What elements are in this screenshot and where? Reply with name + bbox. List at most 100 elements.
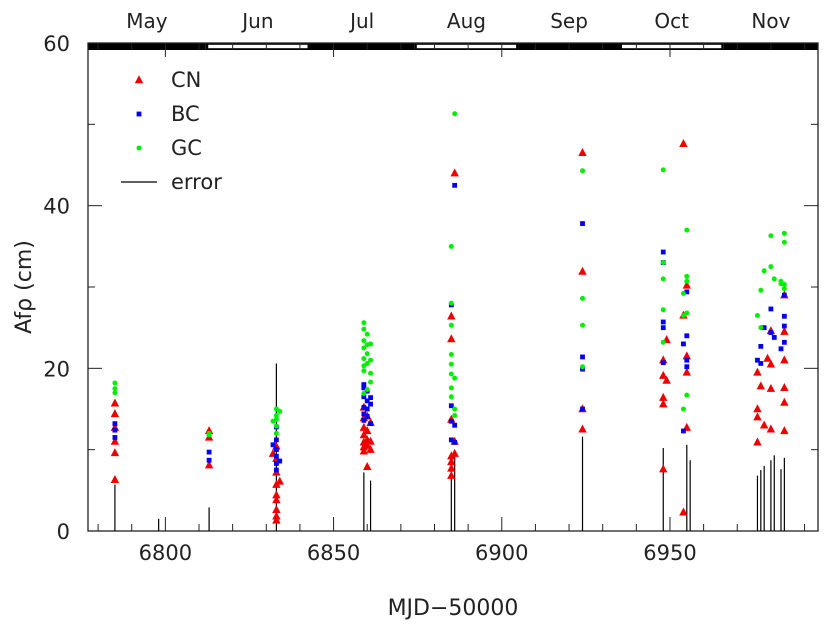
bc-marker bbox=[755, 357, 760, 363]
gc-marker bbox=[448, 394, 454, 400]
month-label: Jul bbox=[348, 9, 374, 33]
bc-marker bbox=[448, 418, 454, 424]
gc-marker bbox=[580, 364, 586, 370]
gc-marker bbox=[660, 260, 666, 266]
cn-marker bbox=[275, 476, 284, 485]
bc-marker bbox=[368, 401, 373, 407]
cn-marker bbox=[359, 446, 369, 455]
gc-marker bbox=[448, 371, 454, 377]
gc-marker bbox=[771, 276, 777, 282]
cn-marker bbox=[359, 430, 369, 439]
cn-marker bbox=[578, 266, 587, 275]
month-bar-light bbox=[208, 44, 308, 49]
bc-marker bbox=[768, 306, 774, 312]
gc-marker bbox=[768, 233, 774, 239]
bc-marker bbox=[781, 339, 787, 345]
gc-marker bbox=[368, 357, 374, 363]
bc-marker bbox=[273, 453, 279, 459]
bc-marker bbox=[660, 249, 666, 255]
cn-marker bbox=[110, 398, 120, 407]
gc-marker bbox=[364, 386, 370, 392]
gc-marker bbox=[580, 295, 586, 301]
cn-marker bbox=[578, 424, 587, 433]
bc-marker bbox=[580, 406, 585, 412]
cn-marker bbox=[366, 444, 375, 453]
bc-marker bbox=[768, 330, 774, 335]
bc-marker bbox=[361, 394, 367, 400]
cn-marker bbox=[682, 280, 692, 289]
bc-marker bbox=[580, 221, 585, 226]
cn-marker bbox=[447, 311, 456, 320]
cn-marker bbox=[780, 355, 789, 364]
cn-marker bbox=[659, 392, 668, 401]
bc-marker bbox=[361, 385, 367, 391]
bc-marker bbox=[361, 411, 367, 417]
cn-marker bbox=[780, 326, 789, 335]
cn-marker bbox=[363, 461, 372, 470]
bc-marker bbox=[660, 360, 666, 366]
bc-marker bbox=[684, 333, 690, 339]
gc-marker bbox=[448, 243, 454, 249]
gc-marker bbox=[758, 287, 764, 293]
cn-marker bbox=[134, 75, 144, 84]
gc-marker bbox=[361, 345, 367, 351]
cn-marker bbox=[753, 437, 762, 446]
y-tick-label: 20 bbox=[43, 357, 70, 381]
gc-marker bbox=[680, 406, 686, 412]
gc-marker bbox=[361, 320, 367, 326]
gc-marker bbox=[136, 145, 142, 151]
bc-marker bbox=[452, 422, 458, 428]
gc-marker bbox=[364, 351, 370, 357]
bc-marker bbox=[781, 313, 787, 319]
gc-marker bbox=[684, 227, 690, 233]
bc-marker bbox=[364, 413, 370, 419]
x-tick-label: 6850 bbox=[307, 541, 360, 565]
gc-marker bbox=[361, 368, 367, 374]
bc-marker bbox=[136, 111, 142, 117]
bc-marker bbox=[781, 292, 787, 298]
cn-marker bbox=[447, 334, 456, 343]
gc-marker bbox=[580, 322, 586, 328]
cn-marker bbox=[272, 505, 281, 514]
gc-marker bbox=[448, 322, 454, 328]
gc-marker bbox=[660, 339, 666, 345]
bc-marker bbox=[781, 323, 787, 329]
cn-marker bbox=[272, 490, 281, 499]
cn-marker bbox=[272, 511, 281, 520]
bc-marker bbox=[277, 458, 283, 464]
bc-marker bbox=[273, 467, 279, 473]
cn-marker bbox=[682, 367, 692, 376]
y-tick-label: 0 bbox=[57, 520, 70, 544]
x-tick-label: 6950 bbox=[643, 541, 696, 565]
bc-marker bbox=[112, 427, 118, 433]
gc-marker bbox=[448, 361, 454, 367]
bc-marker bbox=[771, 335, 777, 340]
cn-marker bbox=[780, 383, 789, 392]
gc-marker bbox=[361, 391, 367, 397]
cn-marker bbox=[766, 424, 776, 433]
cn-marker bbox=[447, 457, 456, 466]
bc-marker bbox=[684, 364, 690, 370]
cn-marker bbox=[753, 404, 762, 413]
month-bar-light bbox=[416, 44, 517, 49]
cn-marker bbox=[753, 367, 762, 376]
gc-marker bbox=[660, 167, 666, 173]
month-bar-segment bbox=[310, 43, 415, 50]
gc-marker bbox=[761, 268, 767, 274]
gc-marker bbox=[273, 423, 279, 429]
bc-marker bbox=[452, 182, 458, 188]
bc-marker bbox=[778, 346, 784, 352]
bc-marker bbox=[580, 354, 585, 360]
x-tick-label: 6900 bbox=[475, 541, 528, 565]
x-tick-label: 6800 bbox=[139, 541, 192, 565]
bc-marker bbox=[761, 325, 767, 331]
gc-marker bbox=[112, 386, 118, 392]
cn-marker bbox=[753, 412, 762, 421]
bc-marker bbox=[368, 395, 373, 401]
gc-marker bbox=[660, 307, 666, 313]
bc-marker bbox=[273, 461, 279, 466]
cn-marker bbox=[110, 436, 120, 445]
gc-marker bbox=[206, 432, 212, 438]
cn-marker bbox=[272, 495, 281, 504]
